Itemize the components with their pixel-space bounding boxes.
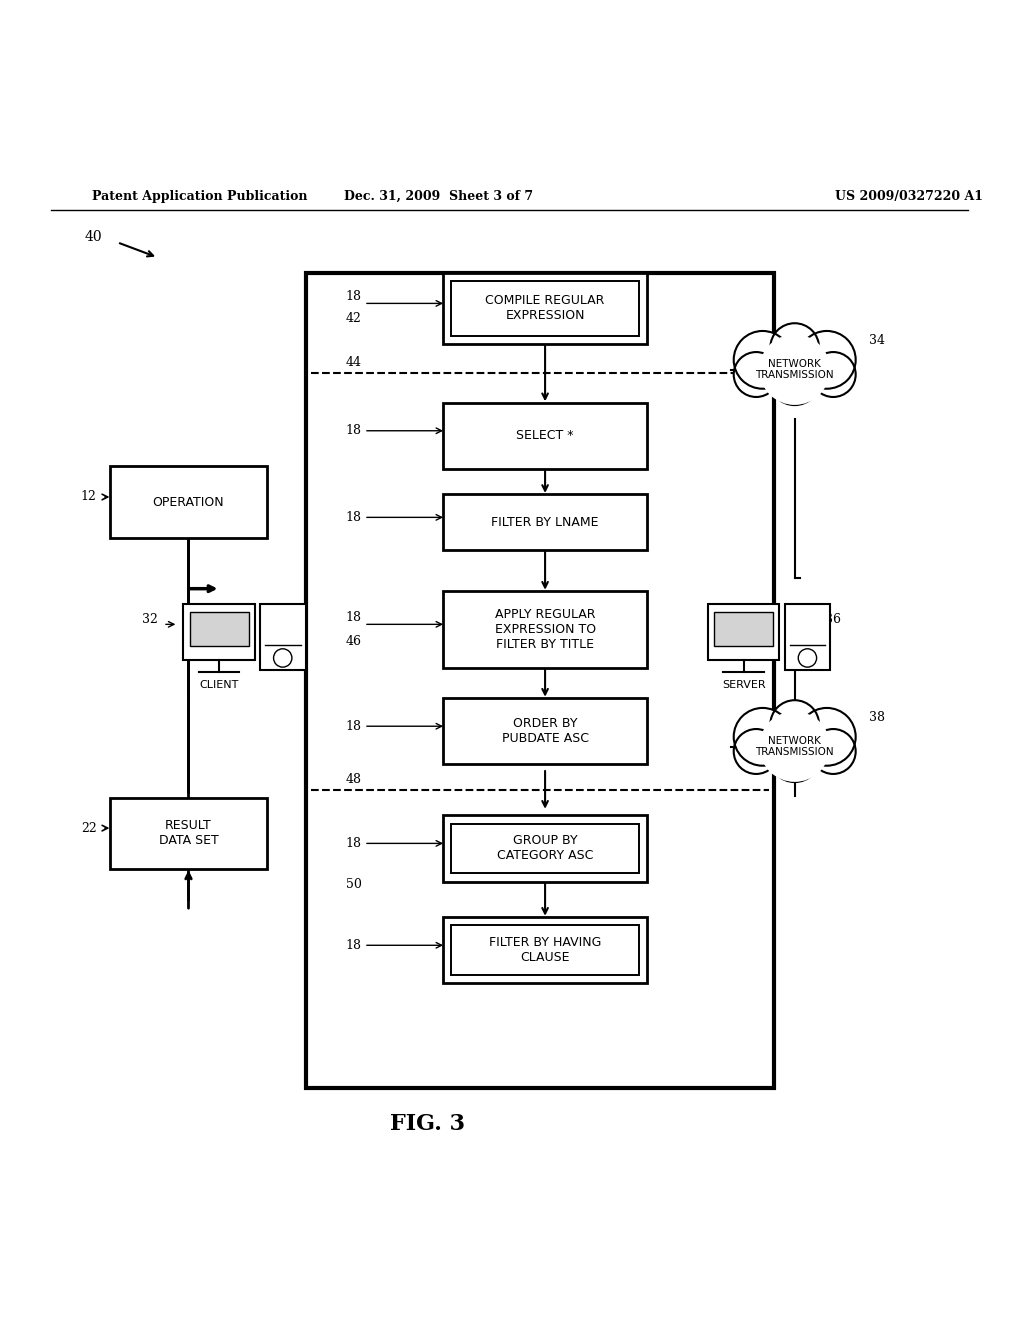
- Text: 38: 38: [869, 710, 885, 723]
- Text: GROUP BY
CATEGORY ASC: GROUP BY CATEGORY ASC: [497, 834, 593, 862]
- Text: 42: 42: [346, 313, 361, 325]
- Text: 18: 18: [346, 611, 361, 624]
- FancyBboxPatch shape: [260, 605, 305, 671]
- Text: 22: 22: [81, 821, 97, 834]
- Text: Patent Application Publication: Patent Application Publication: [92, 190, 307, 203]
- Circle shape: [770, 700, 819, 748]
- FancyBboxPatch shape: [714, 612, 773, 645]
- Circle shape: [760, 334, 830, 405]
- Text: US 2009/0327220 A1: US 2009/0327220 A1: [836, 190, 983, 203]
- Circle shape: [811, 352, 856, 397]
- Circle shape: [769, 354, 820, 405]
- Circle shape: [734, 352, 778, 397]
- Text: 48: 48: [346, 772, 361, 785]
- FancyBboxPatch shape: [443, 495, 647, 550]
- Text: 44: 44: [346, 356, 361, 370]
- FancyBboxPatch shape: [709, 605, 779, 660]
- Text: 18: 18: [346, 719, 361, 733]
- Text: Dec. 31, 2009  Sheet 3 of 7: Dec. 31, 2009 Sheet 3 of 7: [343, 190, 532, 203]
- Text: CLIENT: CLIENT: [200, 681, 239, 690]
- FancyBboxPatch shape: [443, 698, 647, 764]
- FancyBboxPatch shape: [110, 466, 267, 537]
- Text: 18: 18: [346, 511, 361, 524]
- Text: 12: 12: [81, 491, 97, 503]
- Text: 36: 36: [825, 612, 842, 626]
- Text: SERVER: SERVER: [722, 681, 766, 690]
- FancyBboxPatch shape: [110, 797, 267, 869]
- Text: FIG. 3: FIG. 3: [390, 1113, 466, 1135]
- Text: NETWORK
TRANSMISSION: NETWORK TRANSMISSION: [756, 359, 834, 380]
- Text: APPLY REGULAR
EXPRESSION TO
FILTER BY TITLE: APPLY REGULAR EXPRESSION TO FILTER BY TI…: [495, 609, 596, 651]
- Text: OPERATION: OPERATION: [153, 495, 224, 508]
- Text: 18: 18: [346, 424, 361, 437]
- FancyBboxPatch shape: [443, 816, 647, 882]
- Circle shape: [734, 331, 792, 388]
- Circle shape: [798, 708, 856, 766]
- Text: 18: 18: [346, 837, 361, 850]
- Text: 18: 18: [346, 939, 361, 952]
- Text: RESULT
DATA SET: RESULT DATA SET: [159, 820, 218, 847]
- Text: 46: 46: [346, 635, 361, 648]
- FancyBboxPatch shape: [443, 403, 647, 469]
- Text: NETWORK
TRANSMISSION: NETWORK TRANSMISSION: [756, 735, 834, 758]
- Text: ORDER BY
PUBDATE ASC: ORDER BY PUBDATE ASC: [502, 717, 589, 746]
- Text: 34: 34: [869, 334, 885, 347]
- Text: 18: 18: [346, 290, 361, 302]
- FancyBboxPatch shape: [189, 612, 249, 645]
- Circle shape: [760, 711, 830, 781]
- FancyBboxPatch shape: [443, 273, 647, 345]
- FancyBboxPatch shape: [305, 273, 774, 1088]
- Circle shape: [734, 708, 792, 766]
- Circle shape: [798, 331, 856, 388]
- Text: FILTER BY HAVING
CLAUSE: FILTER BY HAVING CLAUSE: [488, 936, 601, 965]
- FancyBboxPatch shape: [183, 605, 255, 660]
- Circle shape: [769, 731, 820, 781]
- Circle shape: [770, 323, 819, 372]
- Text: COMPILE REGULAR
EXPRESSION: COMPILE REGULAR EXPRESSION: [485, 294, 605, 322]
- Text: SELECT *: SELECT *: [516, 429, 573, 442]
- Text: 32: 32: [142, 612, 158, 626]
- FancyBboxPatch shape: [443, 591, 647, 668]
- Text: 40: 40: [84, 230, 101, 244]
- Text: FILTER BY LNAME: FILTER BY LNAME: [492, 516, 599, 529]
- FancyBboxPatch shape: [784, 605, 830, 671]
- Circle shape: [734, 729, 778, 774]
- FancyBboxPatch shape: [443, 917, 647, 983]
- Text: 50: 50: [346, 878, 361, 891]
- Circle shape: [811, 729, 856, 774]
